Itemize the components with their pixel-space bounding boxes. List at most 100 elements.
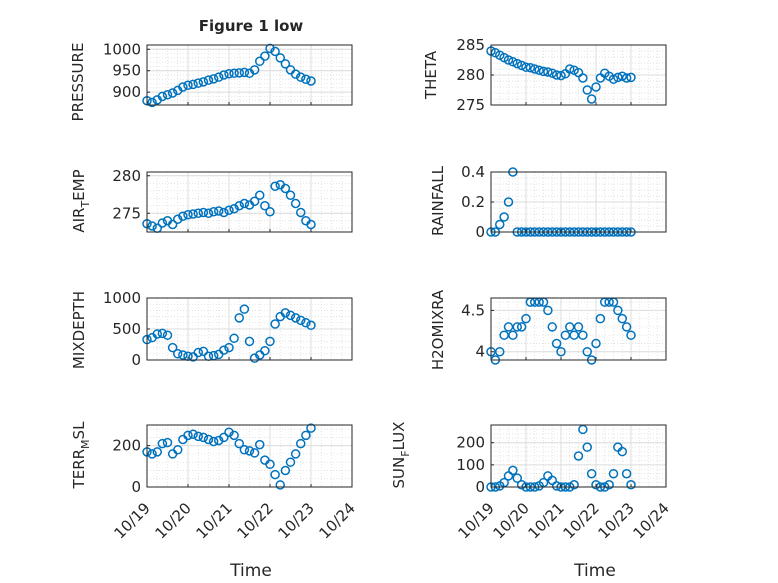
x-tick-label: 10/20	[490, 499, 533, 542]
data-point	[219, 345, 229, 355]
data-point	[306, 320, 316, 331]
axes-frame	[146, 424, 353, 488]
data-point	[198, 432, 209, 443]
data-point	[203, 75, 214, 85]
data-point	[162, 330, 173, 340]
axes-frame	[146, 171, 353, 233]
data-point	[613, 305, 623, 316]
data-point	[208, 74, 219, 84]
data-point	[547, 68, 557, 78]
data-point	[224, 427, 234, 437]
y-tick-label: 0.4	[461, 163, 485, 181]
y-tick-label: 0	[131, 478, 141, 496]
data-point	[234, 313, 244, 323]
data-point	[495, 346, 505, 357]
data-point	[152, 447, 162, 457]
y-tick-label: 0	[131, 351, 141, 369]
data-point	[224, 342, 234, 353]
axes-frame	[146, 44, 353, 106]
data-point	[556, 70, 566, 81]
data-point	[229, 430, 239, 441]
x-tick-label: 10/21	[525, 499, 568, 542]
y-tick-label: 280	[112, 167, 141, 185]
x-tick-label: 10/21	[193, 499, 236, 542]
data-point	[290, 198, 301, 209]
data-point	[162, 437, 173, 448]
panel-mixdepth: 0 500 1000 MIXDEPTH	[70, 289, 353, 369]
data-point	[306, 219, 316, 230]
data-point	[249, 65, 260, 75]
data-point	[275, 480, 285, 490]
data-point	[582, 85, 592, 95]
y-tick-label: 100	[456, 456, 485, 474]
data-point	[543, 67, 553, 77]
data-point	[173, 445, 183, 455]
data-point	[503, 197, 514, 207]
axes-frame	[490, 297, 667, 361]
data-point	[239, 67, 250, 78]
data-point	[569, 480, 579, 490]
data-point	[270, 181, 280, 191]
data-point	[280, 59, 291, 69]
data-point	[290, 449, 301, 459]
data-point	[573, 322, 584, 332]
data-point	[508, 330, 518, 340]
x-tick-label: 10/22	[560, 499, 603, 542]
data-point	[219, 432, 229, 443]
data-point	[239, 304, 250, 314]
data-point	[280, 183, 291, 194]
y-tick-label: 900	[112, 83, 141, 101]
data-point	[265, 43, 275, 54]
data-point	[188, 429, 198, 440]
data-point	[229, 68, 239, 79]
data-point	[586, 468, 597, 479]
data-point	[499, 212, 509, 222]
data-point	[516, 60, 527, 71]
data-point	[495, 219, 505, 230]
data-point	[183, 430, 193, 441]
y-tick-label: 1000	[103, 40, 141, 58]
data-point	[521, 313, 531, 324]
data-point	[604, 480, 614, 490]
data-point	[534, 65, 544, 75]
x-axis-label: Time	[229, 561, 272, 581]
data-point	[214, 206, 224, 216]
data-point	[578, 73, 588, 83]
data-point	[525, 63, 536, 73]
y-tick-label: 4	[475, 343, 485, 361]
data-point	[249, 353, 260, 363]
data-point	[214, 435, 224, 446]
data-point	[586, 94, 597, 104]
data-point	[193, 347, 203, 358]
y-tick-label: 275	[112, 204, 141, 222]
y-tick-label: 950	[112, 62, 141, 80]
data-point	[224, 205, 234, 215]
data-point	[275, 53, 285, 63]
data-point	[617, 313, 627, 324]
data-point	[167, 342, 178, 353]
panel-rainfall: 0 0.2 0.4 RAINFALL	[429, 163, 667, 241]
x-tick-label: 10/22	[234, 499, 277, 542]
axes-frame	[146, 297, 353, 361]
panel-mixdepth-ylabel: MIXDEPTH	[70, 291, 88, 369]
data-point	[296, 315, 306, 326]
figure-title: Figure 1 low	[199, 17, 304, 35]
data-point	[152, 329, 162, 339]
data-point	[193, 431, 203, 442]
panel-rainfall-ylabel: RAINFALL	[429, 165, 447, 236]
x-tick-label: 10/24	[316, 499, 359, 542]
data-point	[178, 350, 188, 360]
data-point	[244, 446, 255, 456]
data-point	[198, 77, 209, 87]
x-tick-label: 10/24	[630, 499, 673, 542]
panel-terr-msl-ylabel: TERRMSL	[70, 421, 92, 490]
data-point	[193, 78, 203, 88]
data-point	[621, 322, 632, 332]
data-point	[508, 57, 518, 67]
data-point	[521, 62, 531, 72]
data-point	[306, 423, 316, 433]
panel-air-temp-ylabel: AIRTEMP	[70, 169, 92, 232]
axes-frame	[490, 171, 667, 233]
